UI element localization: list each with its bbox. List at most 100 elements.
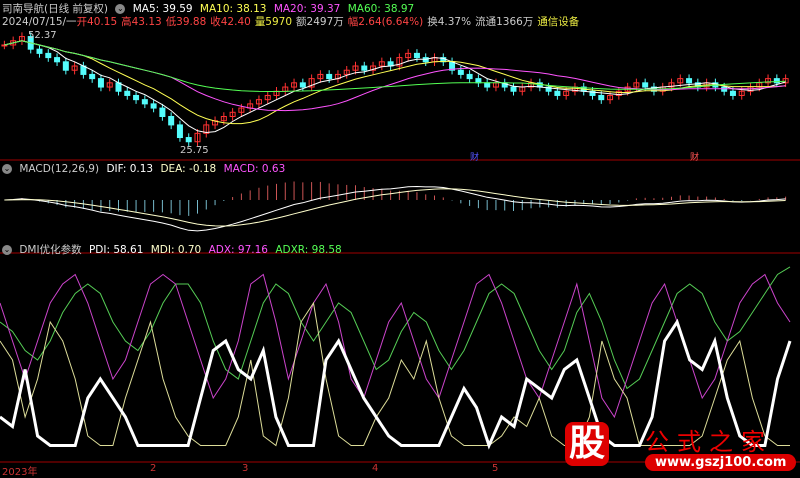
adx-line (0, 273, 791, 419)
ma20-line (4, 40, 786, 112)
candle (150, 103, 157, 109)
dmi-adx: ADX: 97.16 (208, 244, 268, 256)
candle (554, 90, 561, 96)
candle (10, 40, 17, 46)
candle (466, 73, 473, 80)
candle (194, 132, 201, 143)
ma60-line (4, 40, 786, 92)
candle (484, 82, 491, 88)
chevron-down-icon[interactable]: ⌄ (115, 4, 126, 14)
adxr-line (0, 266, 791, 390)
quote-line: 2024/07/15/一开40.15 高43.13 低39.88 收42.40 量597… (2, 14, 583, 29)
candle (642, 82, 649, 88)
dmi-mdi: MDI: 0.70 (150, 244, 202, 256)
finance-marker[interactable]: 财 (690, 153, 700, 163)
candle (563, 90, 570, 96)
candle (545, 86, 552, 92)
float: 流通1366万 (475, 16, 534, 28)
ma10-label: MA10: 38.13 (199, 3, 267, 15)
candle (782, 78, 789, 84)
sector: 通信设备 (537, 16, 580, 28)
candle (203, 124, 210, 134)
candle (378, 61, 385, 67)
chart-title[interactable]: 司南导航(日线 前复权) (2, 3, 109, 15)
x-tick: 2 (150, 463, 157, 474)
candle (62, 61, 69, 71)
candle (773, 78, 780, 84)
candle (510, 86, 517, 92)
mdi-line (0, 301, 790, 447)
candle (370, 65, 377, 71)
candle (264, 94, 271, 101)
ma5-line (4, 40, 786, 134)
turnover: 换4.37% (427, 16, 472, 28)
pdi-line (0, 318, 792, 450)
candle (317, 73, 324, 80)
candle (220, 115, 227, 122)
candle (89, 73, 96, 80)
watermark: 股 公式之家 www.gszj100.com (555, 420, 800, 475)
candle (765, 78, 772, 84)
chevron-down-icon[interactable]: ⌄ (2, 164, 12, 174)
macd-dif: DIF: 0.13 (106, 163, 154, 175)
candle (255, 99, 262, 105)
candle (141, 99, 148, 105)
candle (361, 65, 368, 71)
candle (71, 65, 78, 71)
candle (1, 44, 8, 47)
candle (413, 52, 420, 59)
candle (229, 111, 236, 117)
finance-marker[interactable]: 财 (470, 153, 480, 163)
macd-value: MACD: 0.63 (223, 163, 286, 175)
candle (589, 90, 596, 96)
candle (299, 82, 306, 88)
candle (176, 124, 183, 139)
dmi-title: DMI优化参数 (19, 244, 82, 256)
dmi-pdi: PDI: 58.61 (88, 244, 144, 256)
candle (615, 90, 622, 96)
candle (668, 82, 675, 88)
candle (633, 82, 640, 88)
dmi-header: ⌄ DMI优化参数 PDI: 58.61 MDI: 0.70 ADX: 97.1… (2, 242, 346, 257)
high: 高43.13 (121, 16, 162, 28)
candle (457, 69, 464, 75)
close: 收42.40 (210, 16, 251, 28)
candle (159, 107, 166, 117)
change: 幅2.64(6.64%) (347, 16, 424, 28)
x-tick: 3 (242, 463, 249, 474)
candle (352, 65, 359, 71)
candle (343, 69, 350, 75)
macd-dea: DEA: -0.18 (160, 163, 217, 175)
candle (607, 94, 614, 101)
x-tick: 4 (372, 463, 379, 474)
candle (54, 57, 61, 63)
dea-line (4, 188, 786, 227)
x-tick: 2023年 (2, 467, 38, 478)
candle (729, 90, 736, 96)
candle (238, 107, 245, 113)
candle (106, 82, 113, 88)
open: 开40.15 (76, 16, 118, 28)
candle (326, 73, 333, 80)
candle (677, 78, 684, 84)
max-annotation: 52.37 (28, 30, 57, 41)
candle (124, 90, 131, 96)
macd-header: ⌄ MACD(12,26,9) DIF: 0.13 DEA: -0.18 MAC… (2, 163, 289, 175)
candle (405, 52, 412, 59)
amount: 额2497万 (296, 16, 344, 28)
min-annotation: 25.75 (180, 145, 209, 156)
dif-line (4, 185, 786, 232)
candle (133, 94, 140, 101)
candle (97, 78, 104, 88)
ma20-label: MA20: 39.37 (273, 3, 341, 15)
main-header: 司南导航(日线 前复权) ⌄ MA5: 39.59 MA10: 38.13 MA… (2, 1, 418, 16)
watermark-logo: 股 (565, 422, 610, 466)
ma5-label: MA5: 39.59 (132, 3, 193, 15)
ma10-line (4, 40, 786, 125)
candle (168, 115, 175, 126)
dmi-adxr: ADXR: 98.58 (275, 244, 342, 256)
chevron-down-icon[interactable]: ⌄ (2, 245, 12, 255)
candle (396, 57, 403, 67)
x-tick: 5 (492, 463, 499, 474)
